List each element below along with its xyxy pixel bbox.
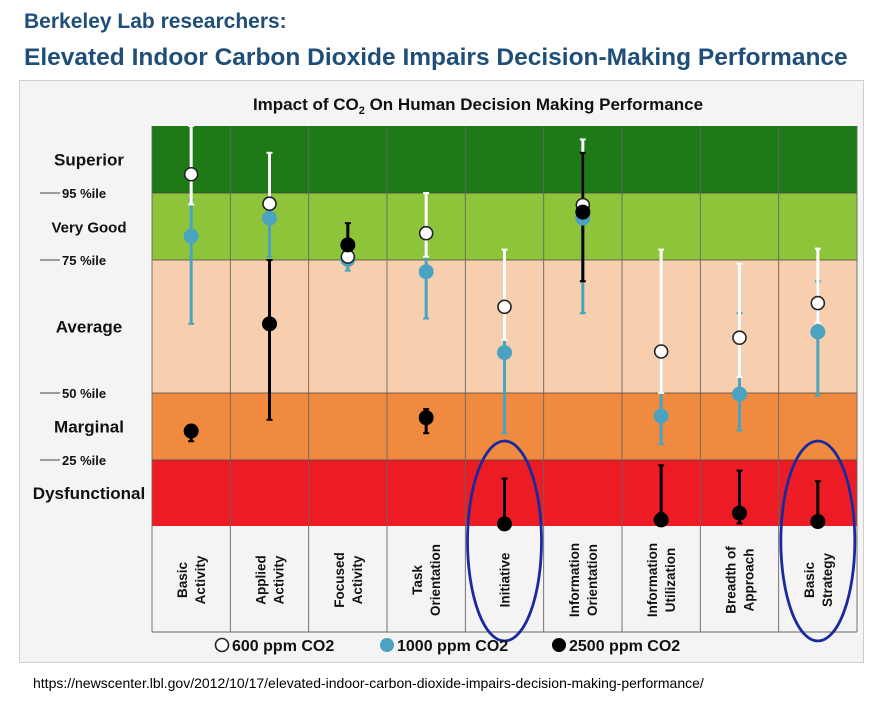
y-axis-labels: Superior Very Good Average Marginal Dysfunct…	[33, 151, 145, 504]
x-label-line: Approach	[742, 548, 757, 611]
chart-title-sub: 2	[359, 105, 365, 117]
x-label-basic-strategy: Basic Strategy	[802, 553, 835, 608]
1000-ppm-co2-point-breadth-of-approach	[732, 386, 747, 402]
x-label-information-utilization: Information Utilization	[645, 543, 678, 617]
x-label-applied-activity: Applied Activity	[254, 555, 287, 605]
x-label-line: Orientation	[585, 544, 600, 616]
2500-ppm-co2-point-information-utilization	[653, 512, 669, 528]
x-label-line: Basic	[802, 561, 817, 598]
600-ppm-co2-point-information-utilization	[653, 344, 669, 359]
x-label-line: Task	[410, 565, 425, 595]
legend-marker-600-ppm-co2	[214, 637, 230, 653]
legend-marker-2500-ppm-co2	[552, 638, 566, 652]
x-label-line: Initiative	[498, 552, 513, 607]
legend-label-600-ppm-co2: 600 ppm CO2	[232, 638, 334, 655]
band-superior	[152, 126, 857, 193]
1000-ppm-co2-point-applied-activity	[262, 210, 277, 226]
band-label-marginal: Marginal	[54, 418, 124, 437]
legend: 600 ppm CO2 1000 ppm CO2 2500 ppm CO2	[214, 637, 680, 655]
600-ppm-co2-point-applied-activity	[262, 196, 277, 212]
x-label-line: Basic	[175, 561, 190, 598]
legend-label-2500-ppm-co2: 2500 ppm CO2	[569, 638, 680, 655]
x-label-breadth-of-approach: Breadth of Approach	[724, 546, 757, 614]
2500-ppm-co2-point-task-orientation	[418, 410, 434, 426]
x-label-line: Information	[567, 543, 582, 617]
threshold-label-75-ile: 75 %ile	[62, 253, 106, 268]
band-label-superior: Superior	[54, 151, 124, 170]
600-ppm-co2-point-basic-strategy	[810, 295, 826, 311]
600-ppm-co2-point-initiative	[497, 299, 512, 315]
x-label-line: Utilization	[663, 548, 678, 613]
source-url[interactable]: https://newscenter.lbl.gov/2012/10/17/el…	[33, 675, 704, 691]
chart-title-suffix: On Human Decision Making Performance	[365, 95, 703, 114]
1000-ppm-co2-point-initiative	[497, 345, 512, 361]
x-label-information-orientation: Information Orientation	[567, 543, 600, 617]
600-ppm-co2-point-breadth-of-approach	[732, 330, 747, 345]
x-label-basic-activity: Basic Activity	[175, 555, 208, 604]
2500-ppm-co2-point-applied-activity	[262, 316, 277, 332]
x-label-task-orientation: Task Orientation	[410, 544, 443, 616]
threshold-label-95-ile: 95 %ile	[62, 186, 106, 201]
x-label-line: Breadth of	[724, 546, 739, 614]
highlight-ellipse-basic-strategy	[779, 439, 857, 643]
legend-marker-1000-ppm-co2	[380, 638, 394, 652]
2500-ppm-co2-point-initiative	[497, 516, 512, 532]
header-line-2: Elevated Indoor Carbon Dioxide Impairs D…	[24, 44, 848, 71]
2500-ppm-co2-point-basic-activity	[183, 423, 199, 439]
x-label-initiative: Initiative	[498, 552, 513, 607]
x-label-line: Orientation	[428, 544, 443, 616]
2500-ppm-co2-point-information-orientation	[575, 204, 591, 220]
band-label-very-good: Very Good	[51, 220, 126, 237]
x-label-line: Activity	[193, 555, 208, 604]
x-label-line: Information	[645, 543, 660, 617]
highlight-ellipses	[466, 439, 857, 643]
legend-label-1000-ppm-co2: 1000 ppm CO2	[397, 638, 508, 655]
2500-ppm-co2-point-basic-strategy	[810, 514, 826, 530]
x-label-line: Activity	[272, 555, 287, 604]
600-ppm-co2-point-basic-activity	[183, 166, 199, 182]
2500-ppm-co2-point-breadth-of-approach	[732, 505, 747, 521]
highlight-ellipse-initiative	[466, 439, 543, 643]
band-label-dysfunctional: Dysfunctional	[33, 484, 145, 503]
band-label-average: Average	[56, 318, 122, 337]
chart-title-prefix: Impact of CO	[253, 95, 359, 114]
1000-ppm-co2-point-information-utilization	[653, 408, 669, 424]
threshold-label-50-ile: 50 %ile	[62, 386, 106, 401]
chart-title: Impact of CO2 On Human Decision Making P…	[253, 95, 703, 117]
header-line-1: Berkeley Lab researchers:	[24, 10, 287, 33]
2500-ppm-co2-point-focused-activity	[340, 237, 356, 253]
1000-ppm-co2-point-basic-strategy	[810, 324, 826, 340]
1000-ppm-co2-point-basic-activity	[183, 228, 199, 244]
x-label-focused-activity: Focused Activity	[332, 552, 365, 608]
x-label-line: Activity	[350, 555, 365, 604]
category-dividers	[151, 126, 858, 633]
x-label-line: Focused	[332, 552, 347, 608]
600-ppm-co2-point-task-orientation	[418, 225, 434, 241]
x-label-line: Strategy	[820, 553, 835, 608]
x-axis-labels: Basic Activity Applied Activity Focused Activ…	[175, 543, 835, 617]
data-points	[183, 125, 826, 532]
1000-ppm-co2-point-task-orientation	[418, 264, 434, 280]
x-label-line: Applied	[254, 555, 269, 605]
threshold-label-25-ile: 25 %ile	[62, 453, 106, 468]
